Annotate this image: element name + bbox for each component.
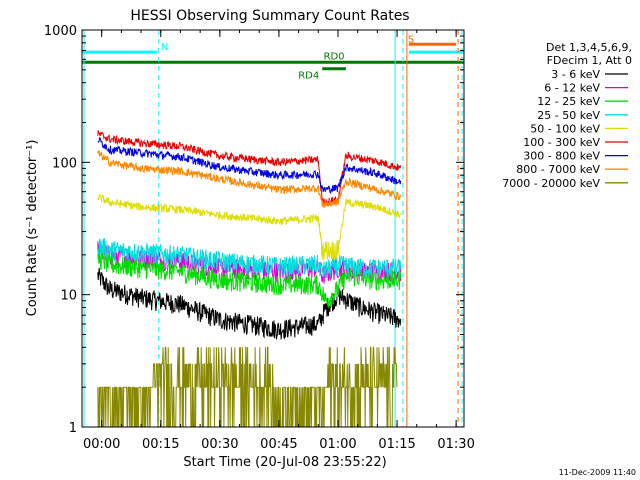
footer-timestamp: 11-Dec-2009 11:40	[559, 468, 636, 477]
x-axis: 00:00 00:15 00:30 00:45 01:00 01:15 01:30	[83, 30, 475, 452]
x-tick-label: 01:30	[437, 437, 474, 452]
legend-label: 7000 - 20000 keV	[502, 177, 600, 190]
legend-header-2: FDecim 1, Att 0	[547, 54, 632, 67]
series-line	[97, 150, 402, 208]
series-line	[97, 249, 402, 308]
x-tick-label: 00:45	[260, 437, 297, 452]
x-tick-label: 00:00	[83, 437, 120, 452]
flags-layer: N RD0 RD4 S	[82, 34, 464, 82]
y-tick-label: 100	[52, 156, 77, 171]
chart-title: HESSI Observing Summary Count Rates	[130, 8, 409, 24]
legend-label: 6 - 12 keV	[544, 82, 600, 95]
legend-label: 3 - 6 keV	[551, 68, 600, 81]
series-layer	[97, 130, 402, 428]
y-tick-label: 10	[60, 289, 77, 304]
x-tick-label: 00:30	[201, 437, 238, 452]
y-axis-label: Count Rate (s⁻¹ detector⁻¹)	[25, 140, 40, 317]
plot-frame	[81, 29, 465, 428]
series-line	[97, 346, 398, 428]
x-axis-label: Start Time (20-Jul-08 23:55:22)	[183, 455, 386, 470]
series-line	[97, 137, 402, 194]
series-line	[97, 267, 402, 340]
series-line	[97, 193, 402, 261]
flag-label: N	[161, 42, 168, 53]
legend: Det 1,3,4,5,6,9, FDecim 1, Att 0 3 - 6 k…	[502, 41, 632, 190]
legend-label: 25 - 50 keV	[537, 109, 600, 122]
y-tick-label: 1000	[44, 24, 77, 39]
x-tick-label: 01:15	[378, 437, 415, 452]
y-axis: 1 10 100 1000	[44, 24, 464, 436]
x-tick-label: 01:00	[319, 437, 356, 452]
series-line	[97, 237, 402, 279]
legend-label: 50 - 100 keV	[530, 122, 600, 135]
flag-label: S	[408, 34, 414, 45]
legend-label: 100 - 300 keV	[523, 136, 600, 149]
y-tick-label: 1	[69, 421, 77, 436]
legend-header-1: Det 1,3,4,5,6,9,	[546, 41, 632, 54]
flag-label: RD4	[298, 71, 319, 82]
x-tick-label: 00:15	[142, 437, 179, 452]
legend-label: 12 - 25 keV	[537, 95, 600, 108]
legend-label: 300 - 800 keV	[523, 150, 600, 163]
legend-label: 800 - 7000 keV	[516, 163, 600, 176]
flag-label: RD0	[324, 51, 345, 62]
series-line	[97, 130, 402, 207]
